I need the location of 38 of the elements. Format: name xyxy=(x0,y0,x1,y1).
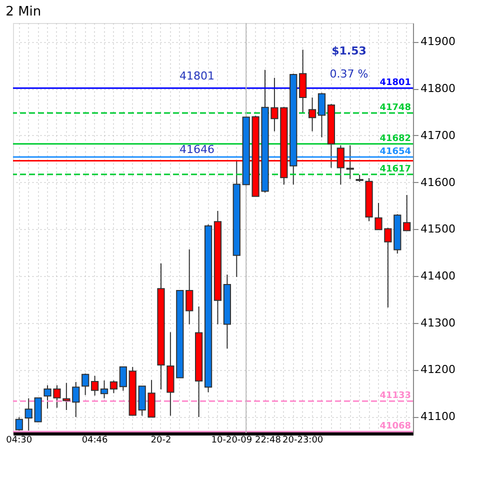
annotation: $1.53 xyxy=(332,44,366,58)
candlestick xyxy=(318,92,326,138)
x-tick-label: 10-20-09 22:48 xyxy=(211,436,282,446)
ref-line-label: 41682 xyxy=(380,134,411,144)
x-tick-label: 20-2 xyxy=(150,436,172,446)
annotation: 41646 xyxy=(180,143,214,156)
y-tick-label: 41300 xyxy=(420,316,456,330)
annotation: 0.37 % xyxy=(330,67,368,80)
candlestick xyxy=(82,372,90,396)
ref-line-label: 41617 xyxy=(380,164,411,174)
candlestick xyxy=(110,380,118,394)
y-tick-label: 41500 xyxy=(420,222,456,236)
ref-line-label: 41654 xyxy=(380,147,411,158)
chart-title: 2 Min xyxy=(6,4,42,20)
x-tick-label: 04:46 xyxy=(82,436,108,446)
ref-line-label: 41748 xyxy=(380,102,411,113)
candlestick xyxy=(308,97,316,132)
x-tick-label: 20-23:00 xyxy=(282,436,324,446)
ref-line-label: 41068 xyxy=(380,422,411,432)
y-tick-label: 41100 xyxy=(420,410,456,424)
candlestick xyxy=(72,381,80,418)
candlestick xyxy=(186,248,194,325)
y-tick-label: 41400 xyxy=(420,270,456,283)
y-tick-label: 41600 xyxy=(420,176,456,189)
x-tick-label: 04:30 xyxy=(6,436,32,446)
y-tick-label: 41700 xyxy=(420,128,456,142)
y-tick-label: 41800 xyxy=(420,82,456,96)
candlestick xyxy=(90,375,99,396)
y-tick-label: 41200 xyxy=(420,363,456,376)
ref-line-label: 41801 xyxy=(380,78,411,88)
y-tick-label: 41900 xyxy=(420,35,456,48)
annotation: 41801 xyxy=(180,69,214,82)
candlestick xyxy=(403,194,411,232)
candlestick xyxy=(119,366,127,392)
candlestick xyxy=(299,49,307,114)
ref-line-label: 41133 xyxy=(380,391,411,402)
candlestick xyxy=(100,380,108,399)
candlestick xyxy=(15,416,23,432)
